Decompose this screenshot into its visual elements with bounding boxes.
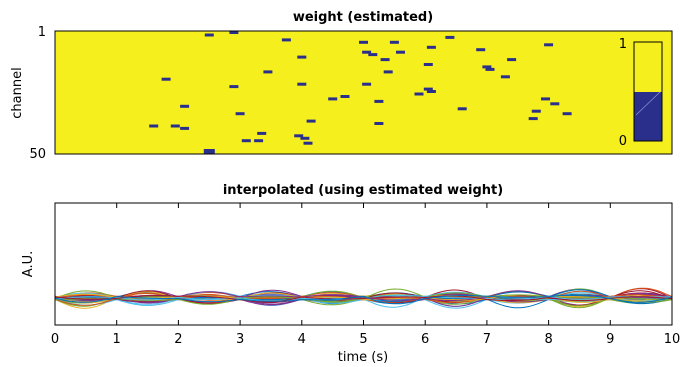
heatmap-dip-3	[281, 38, 291, 42]
heatmap-dip-48	[241, 139, 251, 143]
heatmap-title: weight (estimated)	[293, 10, 433, 25]
heatmap-dip-25	[423, 87, 433, 91]
line-xlabel: time (s)	[338, 350, 388, 365]
heatmap-dip-50	[203, 149, 215, 154]
heatmap-dip-1	[204, 33, 214, 37]
x-tick-label-1: 1	[113, 332, 121, 347]
heatmap-background	[55, 31, 672, 154]
heatmap-dip-14	[507, 58, 517, 62]
x-tick-label-4: 4	[298, 332, 306, 347]
heatmap-dip-46	[300, 136, 310, 140]
heatmap-dip-33	[180, 104, 190, 108]
heatmap-dips	[149, 31, 572, 154]
x-axis-ticks: 0 1 2 3 4 5 6 7 8 9 10	[51, 203, 680, 347]
heatmap-dip-12	[297, 55, 307, 59]
heatmap-dip-36	[235, 112, 245, 116]
x-tick-label-3: 3	[236, 332, 244, 347]
heatmap-dip-34	[457, 107, 467, 111]
heatmap-dip-43	[180, 126, 190, 130]
heatmap-dip-4	[359, 40, 368, 44]
x-tick-label-8: 8	[544, 332, 552, 347]
line-series-45	[55, 292, 672, 301]
heatmap-dip-5	[389, 40, 399, 44]
colorbar-low-region	[634, 92, 662, 141]
heatmap-dip-30	[541, 97, 550, 101]
line-title: interpolated (using estimated weight)	[223, 183, 503, 198]
colorbar: 1 0	[619, 37, 663, 149]
heatmap-dip-13	[380, 58, 390, 62]
heatmap-dip-49	[303, 141, 313, 145]
heatmap-dip-11	[368, 53, 378, 57]
line-series-group	[55, 287, 672, 309]
heatmap-dip-6	[544, 43, 554, 47]
heatmap-dip-2	[445, 35, 455, 39]
heatmap-dip-0	[229, 31, 239, 34]
heatmap-dip-41	[149, 124, 159, 128]
line-series-40	[55, 290, 672, 307]
x-tick-label-0: 0	[51, 332, 59, 347]
heatmap-ytick-top: 1	[38, 25, 46, 40]
heatmap-dip-40	[374, 122, 384, 125]
heatmap-dip-18	[263, 70, 273, 74]
heatmap-frame	[54, 30, 673, 155]
colorbar-tick-top: 1	[619, 37, 627, 52]
heatmap-dip-35	[531, 109, 541, 113]
line-ylabel: A.U.	[21, 251, 36, 277]
heatmap-dip-32	[550, 102, 560, 106]
heatmap-dip-39	[306, 119, 316, 123]
colorbar-tick-bottom: 0	[619, 134, 627, 149]
heatmap-dip-21	[161, 77, 171, 81]
heatmap-dip-37	[562, 112, 572, 116]
heatmap-dip-15	[423, 63, 433, 66]
line-series-50	[55, 294, 672, 305]
heatmap-dip-7	[426, 45, 436, 49]
x-tick-label-5: 5	[359, 332, 367, 347]
heatmap-dip-27	[414, 92, 424, 96]
heatmap-dip-44	[257, 131, 267, 135]
heatmap-dip-16	[482, 65, 492, 69]
x-tick-label-6: 6	[421, 332, 429, 347]
x-tick-label-2: 2	[174, 332, 182, 347]
heatmap-dip-42	[170, 124, 180, 128]
heatmap-dip-29	[328, 97, 338, 101]
colorbar-frame	[633, 41, 663, 142]
heatmap-dip-8	[476, 48, 486, 52]
heatmap-dip-38	[528, 117, 538, 121]
x-tick-label-10: 10	[664, 332, 681, 347]
heatmap-dip-20	[500, 75, 510, 79]
heatmap-dip-28	[340, 95, 350, 98]
heatmap-dip-47	[254, 139, 264, 143]
colorbar-high-region	[634, 42, 662, 92]
x-tick-label-9: 9	[606, 332, 614, 347]
heatmap-ytick-bottom: 50	[29, 147, 46, 162]
heatmap-dip-26	[426, 90, 436, 93]
line-series-49	[55, 295, 672, 303]
heatmap-dip-10	[396, 50, 405, 54]
heatmap-dip-31	[374, 99, 384, 103]
heatmap-dip-17	[485, 67, 495, 71]
colorbar-trace	[635, 91, 661, 116]
heatmap-dip-23	[362, 82, 372, 86]
heatmap-panel: weight (estimated) 1 50 channel 1 0	[10, 10, 673, 162]
heatmap-dip-9	[362, 50, 372, 54]
line-panel: interpolated (using estimated weight) 0 1…	[21, 183, 680, 365]
heatmap-dip-19	[383, 70, 393, 74]
heatmap-dip-24	[229, 85, 239, 89]
heatmap-ylabel: channel	[10, 67, 25, 118]
heatmap-dip-22	[297, 82, 307, 86]
heatmap-dip-45	[294, 134, 304, 138]
x-tick-label-7: 7	[483, 332, 491, 347]
